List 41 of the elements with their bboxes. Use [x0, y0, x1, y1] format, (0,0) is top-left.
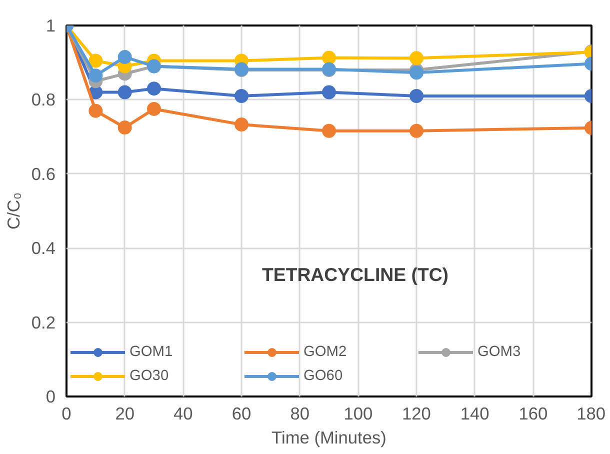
- point: [322, 124, 336, 138]
- legend-label: GOM1: [130, 344, 174, 360]
- point: [322, 50, 336, 65]
- y-axis-title: C/C₀: [3, 192, 24, 230]
- x-tick-label: 80: [290, 404, 310, 424]
- point: [234, 89, 248, 103]
- x-tick-label: 0: [62, 404, 72, 424]
- x-tick-label: 180: [576, 404, 606, 424]
- y-tick-label: 1: [46, 16, 56, 36]
- point: [410, 124, 424, 138]
- y-tick-label: 0: [46, 386, 56, 406]
- x-axis-title: Time (Minutes): [272, 428, 386, 448]
- point: [410, 51, 424, 66]
- legend-label: GOM2: [304, 344, 348, 360]
- point: [88, 54, 103, 68]
- y-tick-label: 0.2: [31, 312, 56, 332]
- legend-label: GO30: [130, 368, 170, 384]
- x-tick-label: 40: [174, 404, 193, 424]
- x-tick-label: 160: [518, 404, 548, 424]
- x-tick-label: 140: [460, 404, 490, 424]
- point: [88, 104, 103, 118]
- x-tick-label: 60: [232, 404, 252, 424]
- point: [88, 68, 103, 83]
- point: [118, 50, 132, 64]
- y-tick-label: 0.4: [31, 238, 56, 258]
- point: [118, 85, 132, 100]
- x-tick-label: 120: [402, 404, 431, 424]
- annotation: TETRACYCLINE (TC): [262, 264, 449, 286]
- y-tick-label: 0.8: [31, 90, 56, 110]
- legend-label: GOM3: [478, 344, 522, 360]
- point: [234, 118, 248, 132]
- point: [410, 66, 424, 80]
- x-tick-label: 100: [344, 404, 373, 424]
- point: [118, 120, 132, 135]
- point: [410, 89, 424, 103]
- legend-label: GO60: [304, 368, 344, 384]
- point: [322, 85, 336, 100]
- point: [147, 82, 161, 96]
- y-tick-label: 0.6: [31, 164, 56, 184]
- x-tick-label: 20: [115, 404, 134, 424]
- point: [147, 102, 161, 116]
